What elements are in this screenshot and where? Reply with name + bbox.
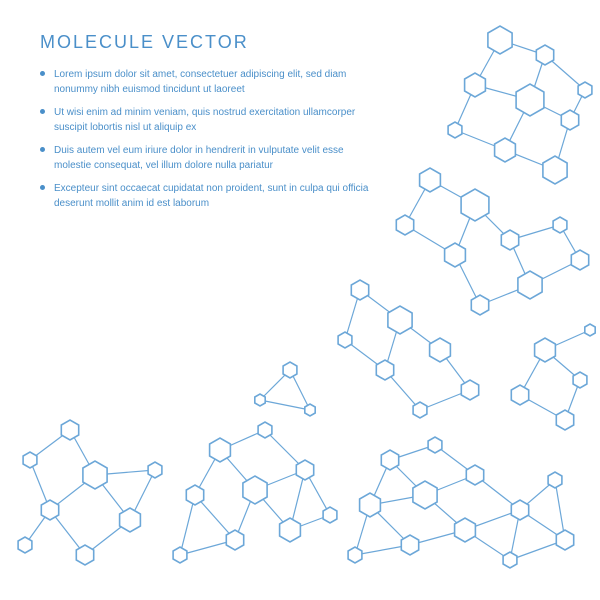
hex-node — [556, 530, 573, 550]
hex-node — [556, 410, 573, 430]
hex-node — [535, 338, 556, 362]
hex-node — [401, 535, 418, 555]
hex-node — [376, 360, 393, 380]
hex-node — [511, 385, 528, 405]
hex-node — [548, 472, 562, 488]
hex-node — [61, 420, 78, 440]
hex-node — [465, 73, 486, 97]
hex-node — [186, 485, 203, 505]
hex-node — [501, 230, 518, 250]
bullet-item: Excepteur sint occaecat cupidatat non pr… — [40, 181, 380, 211]
hex-node — [258, 422, 272, 438]
hex-node — [585, 324, 595, 336]
hex-node — [388, 306, 412, 334]
hex-node — [381, 450, 398, 470]
hex-node — [296, 460, 313, 480]
hex-node — [503, 552, 517, 568]
hex-node — [488, 26, 512, 54]
hex-node — [516, 84, 544, 116]
page-title: MOLECULE VECTOR — [40, 32, 380, 53]
hex-node — [413, 402, 427, 418]
hex-node — [83, 461, 107, 489]
hex-node — [323, 507, 337, 523]
hex-node — [283, 362, 297, 378]
hex-node — [448, 122, 462, 138]
text-block: MOLECULE VECTOR Lorem ipsum dolor sit am… — [40, 32, 380, 219]
bullet-item: Ut wisi enim ad minim veniam, quis nostr… — [40, 105, 380, 135]
hex-node — [18, 537, 32, 553]
hex-node — [280, 518, 301, 542]
hex-node — [41, 500, 58, 520]
bullet-list: Lorem ipsum dolor sit amet, consectetuer… — [40, 67, 380, 211]
hex-node — [571, 250, 588, 270]
hex-node — [466, 465, 483, 485]
hex-node — [76, 545, 93, 565]
bullet-item: Lorem ipsum dolor sit amet, consectetuer… — [40, 67, 380, 97]
hex-node — [461, 189, 489, 221]
hex-node — [173, 547, 187, 563]
hex-node — [511, 500, 528, 520]
hex-node — [396, 215, 413, 235]
hex-node — [305, 404, 315, 416]
hex-node — [120, 508, 141, 532]
hex-node — [148, 462, 162, 478]
hex-node — [518, 271, 542, 299]
hex-node — [536, 45, 553, 65]
hex-node — [360, 493, 381, 517]
hex-node — [455, 518, 476, 542]
hex-node — [351, 280, 368, 300]
hex-node — [338, 332, 352, 348]
bullet-item: Duis autem vel eum iriure dolor in hendr… — [40, 143, 380, 173]
hex-node — [226, 530, 243, 550]
hex-node — [561, 110, 578, 130]
hex-node — [255, 394, 265, 406]
hex-node — [445, 243, 466, 267]
hex-node — [543, 156, 567, 184]
hex-node — [471, 295, 488, 315]
hex-node — [461, 380, 478, 400]
hex-node — [348, 547, 362, 563]
hex-node — [430, 338, 451, 362]
hex-node — [553, 217, 567, 233]
hex-node — [420, 168, 441, 192]
hex-node — [495, 138, 516, 162]
hex-node — [578, 82, 592, 98]
hex-node — [243, 476, 267, 504]
hex-node — [573, 372, 587, 388]
hex-node — [428, 437, 442, 453]
hex-node — [210, 438, 231, 462]
hex-node — [23, 452, 37, 468]
hex-node — [413, 481, 437, 509]
